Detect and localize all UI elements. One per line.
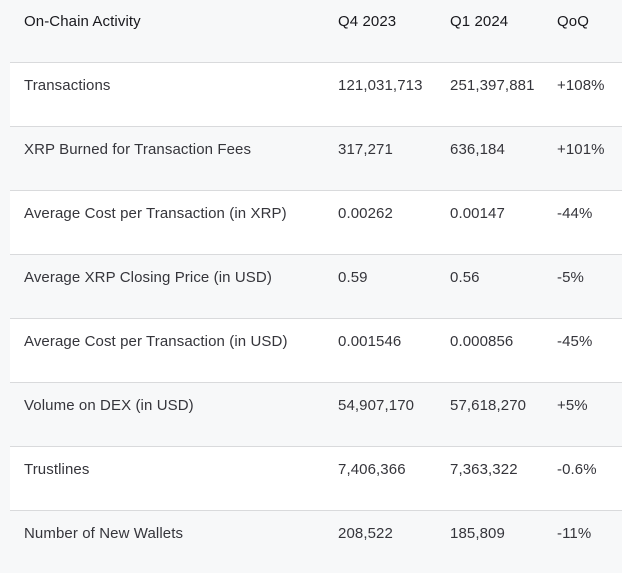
metric-label: Average Cost per Transaction (in USD): [24, 333, 288, 350]
metric-label: Volume on DEX (in USD): [24, 397, 194, 414]
q4-2023-value: 7,406,366: [338, 461, 406, 478]
metric-label: Average XRP Closing Price (in USD): [24, 269, 272, 286]
on-chain-activity-table: On-Chain Activity Q4 2023 Q1 2024 QoQ Tr…: [10, 0, 622, 573]
table-row: Average XRP Closing Price (in USD) 0.59 …: [10, 254, 622, 318]
q1-2024-value: 251,397,881: [450, 77, 535, 94]
q4-2023-value: 0.001546: [338, 333, 402, 350]
table-row: XRP Burned for Transaction Fees 317,271 …: [10, 126, 622, 190]
q1-2024-value: 185,809: [450, 525, 505, 542]
table-body: Transactions 121,031,713 251,397,881 +10…: [10, 62, 622, 573]
q1-2024-value: 636,184: [450, 141, 505, 158]
qoq-value: +108%: [557, 77, 605, 94]
metric-label: Transactions: [24, 77, 111, 94]
qoq-value: -5%: [557, 269, 584, 286]
q1-2024-value: 0.00147: [450, 205, 505, 222]
q4-2023-value: 121,031,713: [338, 77, 423, 94]
column-header-metric: On-Chain Activity: [24, 13, 141, 30]
metric-label: Trustlines: [24, 461, 90, 478]
qoq-value: +5%: [557, 397, 588, 414]
q4-2023-value: 0.00262: [338, 205, 393, 222]
q4-2023-value: 0.59: [338, 269, 368, 286]
qoq-value: -45%: [557, 333, 593, 350]
q1-2024-value: 7,363,322: [450, 461, 518, 478]
table-row: Average Cost per Transaction (in USD) 0.…: [10, 318, 622, 382]
qoq-value: -11%: [557, 525, 592, 542]
table-row: Transactions 121,031,713 251,397,881 +10…: [10, 62, 622, 126]
q4-2023-value: 317,271: [338, 141, 393, 158]
table-row: Number of New Wallets 208,522 185,809 -1…: [10, 510, 622, 573]
qoq-value: +101%: [557, 141, 605, 158]
q1-2024-value: 57,618,270: [450, 397, 527, 414]
q1-2024-value: 0.000856: [450, 333, 514, 350]
column-header-q1-2024: Q1 2024: [450, 13, 509, 30]
column-header-qoq: QoQ: [557, 13, 589, 30]
qoq-value: -0.6%: [557, 461, 597, 478]
q4-2023-value: 54,907,170: [338, 397, 415, 414]
q1-2024-value: 0.56: [450, 269, 480, 286]
column-header-q4-2023: Q4 2023: [338, 13, 397, 30]
metric-label: Number of New Wallets: [24, 525, 184, 542]
table-row: Trustlines 7,406,366 7,363,322 -0.6%: [10, 446, 622, 510]
table-row: Volume on DEX (in USD) 54,907,170 57,618…: [10, 382, 622, 446]
metric-label: Average Cost per Transaction (in XRP): [24, 205, 287, 222]
qoq-value: -44%: [557, 205, 593, 222]
table-row: Average Cost per Transaction (in XRP) 0.…: [10, 190, 622, 254]
table-header-row: On-Chain Activity Q4 2023 Q1 2024 QoQ: [10, 0, 622, 62]
metric-label: XRP Burned for Transaction Fees: [24, 141, 252, 158]
q4-2023-value: 208,522: [338, 525, 393, 542]
